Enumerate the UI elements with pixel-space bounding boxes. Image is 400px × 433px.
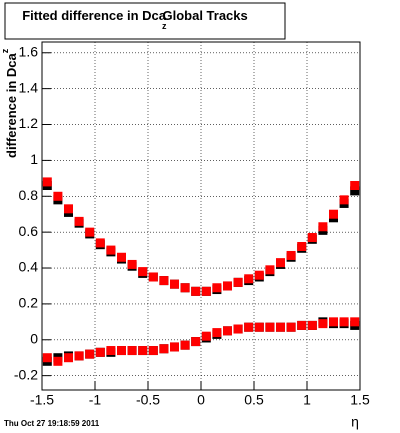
marker xyxy=(148,272,158,282)
y-label-main: difference in Dca xyxy=(4,52,19,158)
title-subscript: z xyxy=(162,21,167,31)
marker xyxy=(117,252,126,262)
y-tick-label: 1.4 xyxy=(19,79,39,95)
marker xyxy=(42,177,52,187)
marker xyxy=(307,233,317,243)
y-tick-label: 0.2 xyxy=(19,295,39,311)
marker xyxy=(329,209,338,219)
marker xyxy=(127,346,137,356)
marker xyxy=(170,342,179,352)
marker xyxy=(254,322,264,332)
x-tick-label: 1 xyxy=(303,392,311,408)
marker xyxy=(318,222,328,232)
marker xyxy=(64,353,73,363)
marker xyxy=(244,322,254,332)
marker xyxy=(307,320,317,330)
marker xyxy=(350,186,360,196)
y-axis-label: difference in Dcaz xyxy=(0,48,19,158)
marker xyxy=(138,267,148,277)
marker xyxy=(74,351,84,361)
y-tick-label: 1.2 xyxy=(19,115,39,131)
marker xyxy=(106,245,116,255)
marker xyxy=(170,279,179,289)
marker xyxy=(53,356,63,366)
chart-title: Fitted difference in Dca zGlobal Tracks xyxy=(22,8,248,31)
marker xyxy=(223,326,232,336)
marker xyxy=(339,317,349,327)
marker xyxy=(212,283,222,293)
marker xyxy=(159,344,169,354)
title-main: Fitted difference in Dca xyxy=(22,8,167,23)
marker xyxy=(53,191,63,201)
y-label-subscript: z xyxy=(0,48,10,53)
y-tick-label: 0.8 xyxy=(19,187,39,203)
y-tick-label: -0.2 xyxy=(14,366,38,382)
title-suffix: Global Tracks xyxy=(162,8,247,23)
marker xyxy=(265,265,275,275)
marker xyxy=(95,347,105,357)
marker xyxy=(297,320,307,330)
x-tick-label: 0.5 xyxy=(244,392,264,408)
marker xyxy=(95,238,105,248)
marker xyxy=(127,259,137,269)
x-tick-label: 0 xyxy=(197,392,205,408)
marker xyxy=(339,195,349,205)
title-box xyxy=(4,2,286,40)
marker xyxy=(276,258,285,268)
marker xyxy=(244,274,254,284)
y-tick-label: 0 xyxy=(30,330,38,346)
y-tick-label: 1.6 xyxy=(19,43,39,59)
marker xyxy=(233,324,243,334)
marker xyxy=(42,353,52,363)
y-tick-label: 1 xyxy=(30,151,38,167)
marker xyxy=(329,317,338,327)
x-tick-label: -0.5 xyxy=(136,392,160,408)
marker xyxy=(297,241,307,251)
x-tick-label: -1 xyxy=(89,392,102,408)
marker xyxy=(276,322,285,332)
footer-date: Thu Oct 27 19:18:59 2011 xyxy=(4,419,100,428)
marker xyxy=(286,250,296,260)
marker xyxy=(180,283,190,293)
marker xyxy=(254,270,264,280)
marker xyxy=(138,346,148,356)
marker xyxy=(350,181,360,191)
y-tick-label: 0.6 xyxy=(19,223,39,239)
x-tick-label: -1.5 xyxy=(30,392,54,408)
marker xyxy=(74,216,84,226)
marker xyxy=(212,328,222,338)
marker xyxy=(191,337,201,347)
marker xyxy=(286,322,296,332)
marker xyxy=(64,204,73,214)
marker xyxy=(159,276,169,286)
marker xyxy=(223,281,232,291)
marker xyxy=(265,322,275,332)
marker xyxy=(106,346,116,356)
x-tick-label: 1.5 xyxy=(350,392,370,408)
marker xyxy=(350,317,360,327)
y-tick-label: 0.4 xyxy=(19,259,39,275)
marker xyxy=(117,346,126,356)
marker xyxy=(85,227,95,237)
marker xyxy=(148,346,158,356)
marker xyxy=(180,340,190,350)
marker xyxy=(233,277,243,287)
x-axis-label: η xyxy=(351,414,359,430)
marker xyxy=(201,286,211,296)
marker xyxy=(85,349,95,359)
marker xyxy=(201,331,211,341)
plot-frame xyxy=(41,41,361,391)
marker xyxy=(318,319,328,329)
marker xyxy=(191,286,201,296)
